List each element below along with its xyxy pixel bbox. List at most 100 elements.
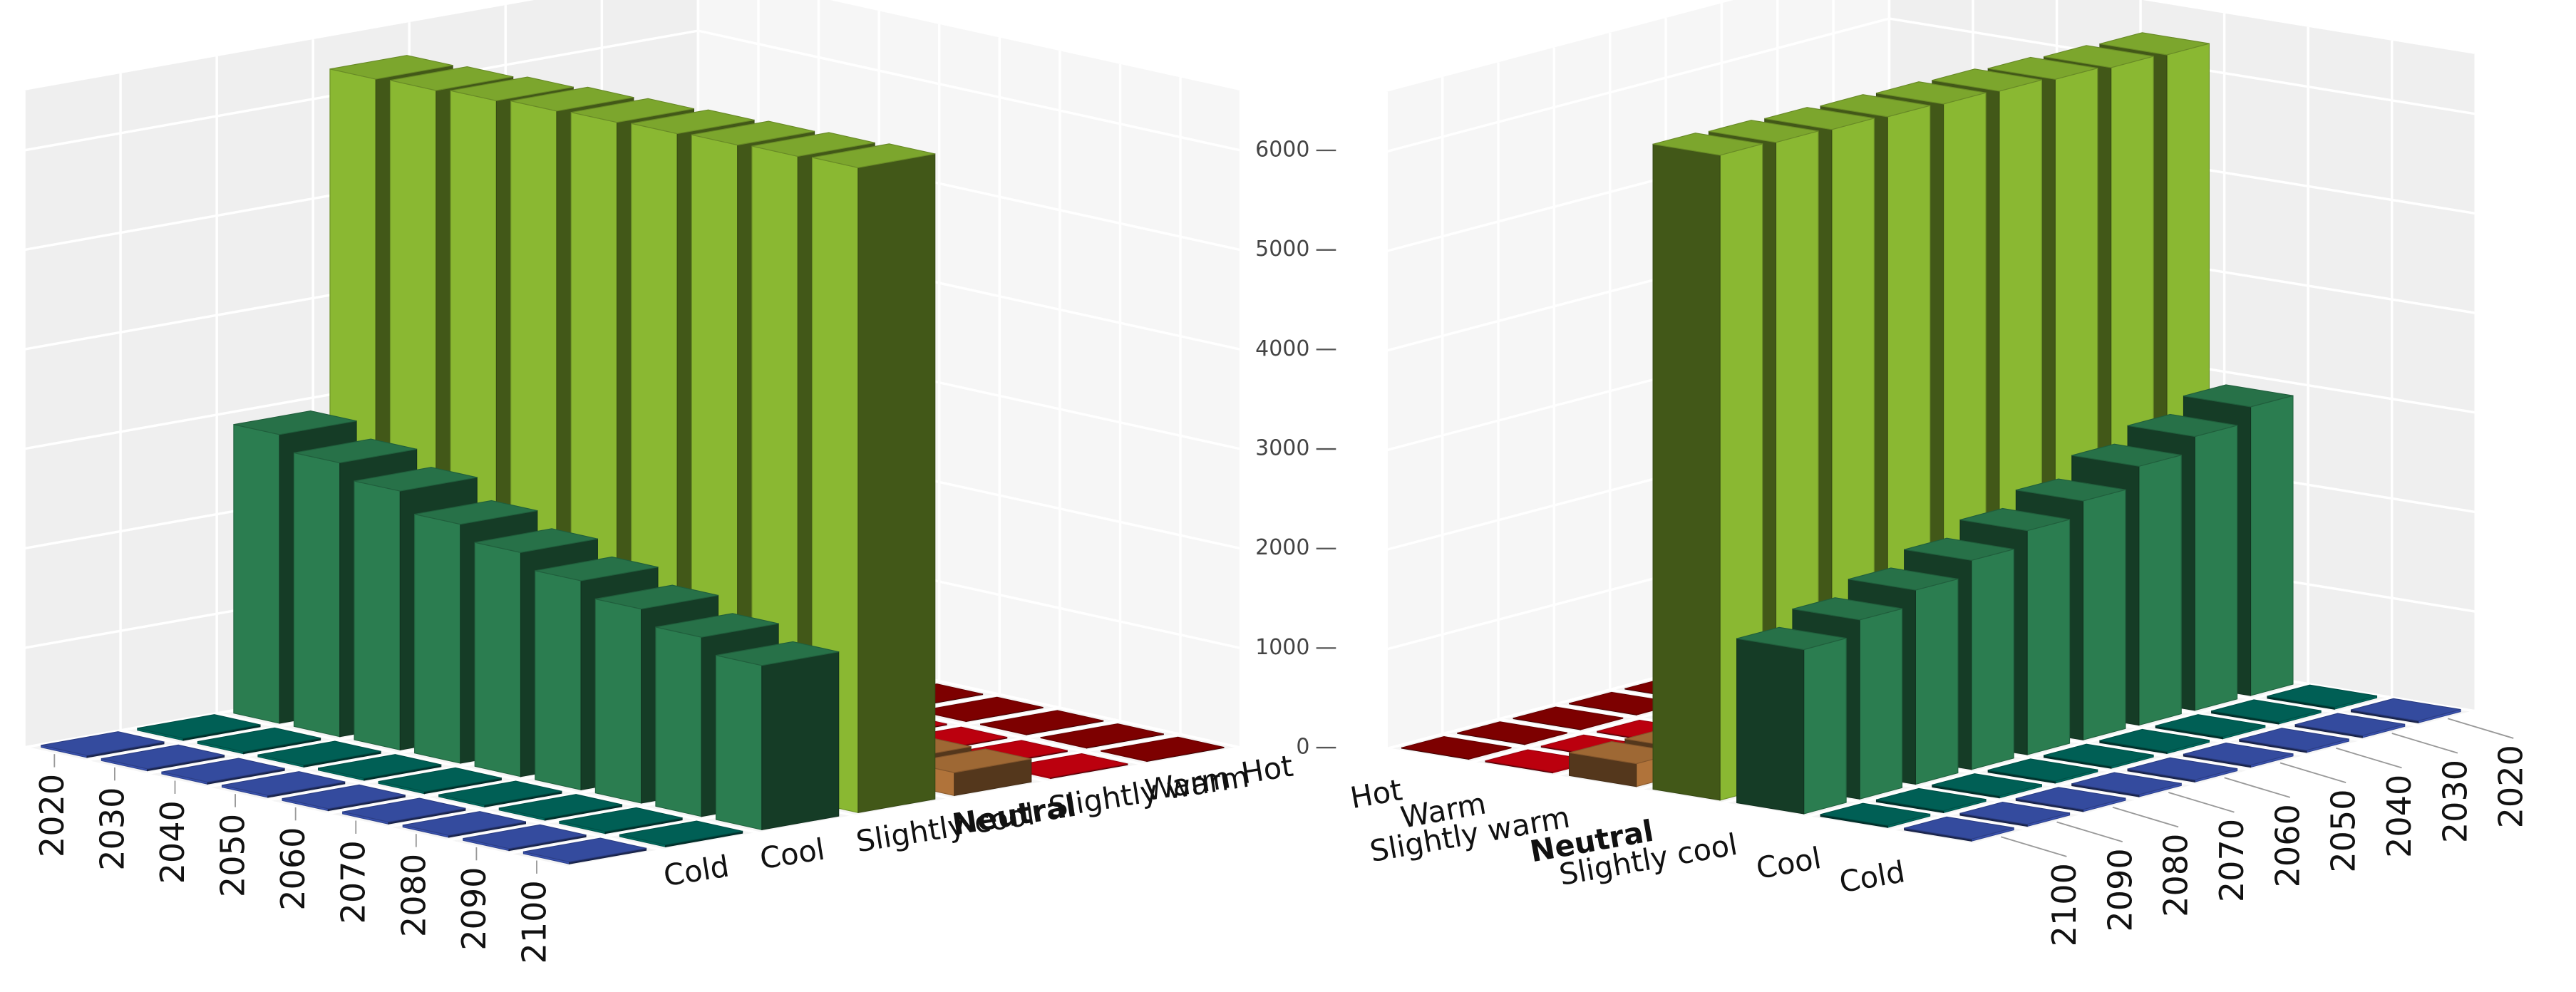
bar-top — [1876, 787, 1987, 812]
bar-top — [438, 780, 562, 806]
bar — [101, 744, 225, 772]
bar-top — [716, 641, 839, 666]
x-tick-label: 2090 — [455, 867, 493, 951]
x-tick-label: 2020 — [2492, 745, 2530, 828]
x-tick-label: 2100 — [515, 880, 553, 963]
bar-side — [474, 542, 522, 777]
bar-top — [161, 758, 285, 783]
bar-top — [2211, 699, 2322, 723]
x-tick-label: 2090 — [2101, 848, 2139, 931]
bar-top — [137, 714, 261, 739]
bar-side — [594, 598, 642, 804]
y-tick-label: Cool — [1753, 840, 1823, 886]
z-tick-label: 5000 — [1255, 237, 1309, 262]
bar-top — [475, 528, 598, 553]
grid-line — [1385, 91, 1974, 846]
bar-top — [378, 767, 502, 792]
bar — [2294, 713, 2406, 738]
bar — [1987, 758, 2098, 784]
bar-top — [919, 696, 1044, 722]
bar — [197, 727, 321, 755]
bar-top — [2071, 772, 2182, 795]
bar-top — [1513, 706, 1623, 730]
bar — [2239, 728, 2349, 753]
bar — [1904, 816, 2014, 842]
x-tick-label: 2070 — [2212, 819, 2251, 902]
bar — [463, 824, 587, 852]
bar-top — [595, 584, 718, 610]
x-tick-label: 2050 — [2324, 789, 2363, 872]
bar — [317, 754, 442, 781]
x-tick — [2279, 762, 2346, 784]
x-tick-label: 2040 — [153, 800, 192, 884]
bar — [979, 710, 1104, 735]
x-tick-label: 2040 — [2380, 775, 2418, 858]
z-tick-label: 2000 — [1255, 535, 1309, 560]
bar-top — [233, 410, 357, 435]
bar-side — [2082, 489, 2126, 740]
bar-top — [329, 55, 453, 80]
bar-top — [2016, 787, 2126, 810]
grid-line — [24, 29, 1241, 152]
bar — [715, 641, 840, 831]
x-tick — [2447, 718, 2514, 739]
bar-top — [257, 740, 381, 766]
bar — [2071, 772, 2182, 797]
bar-top — [1709, 120, 1819, 143]
bar-top — [318, 754, 441, 779]
bar-top — [1904, 537, 2014, 561]
x-tick-label: 2060 — [274, 827, 312, 910]
bar-top — [1876, 81, 1987, 105]
bar-top — [1848, 567, 1958, 591]
bar-top — [571, 98, 694, 123]
bar-side — [715, 654, 763, 831]
x-tick — [2224, 777, 2291, 798]
bar-top — [2351, 698, 2461, 722]
bar-top — [403, 811, 526, 836]
bar-top — [631, 109, 755, 135]
bar — [342, 797, 466, 825]
y-tick-label: Cold — [1837, 854, 1907, 899]
bar-side — [233, 424, 280, 724]
bar-top — [499, 794, 622, 819]
bar-top — [2016, 478, 2126, 502]
bar-top — [463, 824, 587, 849]
bar-front — [761, 651, 840, 830]
bar-top — [1820, 94, 1930, 118]
bar-top — [1904, 816, 2014, 840]
bar-top — [2183, 743, 2294, 766]
bar-side — [655, 626, 702, 817]
bar-side — [2026, 519, 2071, 755]
bar-top — [1820, 802, 1930, 826]
bar-top — [450, 76, 574, 101]
bar-front — [1736, 638, 1805, 815]
bar-top — [1485, 749, 1595, 773]
bar-side — [2194, 425, 2238, 711]
bar-top — [1569, 740, 1679, 765]
bar — [1875, 787, 1987, 814]
y-tick-label: Cold — [661, 848, 732, 893]
bar-top — [1764, 107, 1875, 130]
bar — [2350, 698, 2461, 724]
bar — [1959, 801, 2071, 827]
bar-top — [1988, 56, 2098, 80]
x-tick-label: 2030 — [2436, 760, 2474, 843]
bar — [257, 740, 381, 768]
bar-top — [1041, 723, 1164, 748]
bar-top — [2099, 728, 2210, 753]
bar-top — [559, 807, 683, 832]
bar — [2015, 787, 2126, 812]
bar-top — [1932, 773, 2042, 797]
bar-top — [980, 710, 1103, 735]
bar-top — [1569, 691, 1679, 715]
bar-top — [222, 771, 345, 796]
bar-top — [1004, 753, 1128, 778]
bar — [619, 820, 743, 847]
bar — [1932, 773, 2042, 799]
bar — [559, 807, 683, 835]
bar-top — [354, 467, 478, 492]
bar-top — [1932, 68, 2042, 92]
bar-top — [2071, 443, 2182, 467]
bar-top — [2239, 728, 2349, 751]
bar — [282, 784, 406, 812]
